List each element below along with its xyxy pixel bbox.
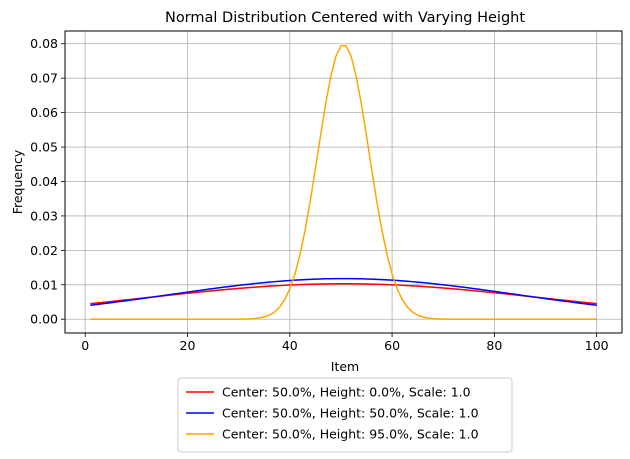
x-tick-label: 0 bbox=[81, 338, 89, 353]
x-axis-label: Item bbox=[331, 359, 359, 374]
series-lines bbox=[90, 45, 597, 320]
y-tick-label: 0.02 bbox=[30, 243, 58, 258]
x-tick-label: 80 bbox=[486, 338, 502, 353]
legend-box bbox=[177, 377, 513, 453]
series-line-2 bbox=[90, 277, 597, 306]
axis-ticks: 0 20 40 60 80 100 0.00 0.01 0.02 0.03 0.04 0.05 0.06… bbox=[30, 36, 609, 353]
y-tick-label: 0.08 bbox=[30, 36, 58, 51]
y-tick-label: 0.04 bbox=[30, 174, 58, 189]
y-tick-label: 0.07 bbox=[30, 71, 58, 86]
x-tick-label: 20 bbox=[180, 338, 196, 353]
legend-label-3: Center: 50.0%, Height: 95.0%, Scale: 1.0 bbox=[222, 427, 479, 442]
y-tick-label: 0.05 bbox=[30, 140, 58, 155]
y-tick-label: 0.00 bbox=[30, 312, 58, 327]
y-tick-label: 0.01 bbox=[30, 277, 58, 292]
x-tick-label: 60 bbox=[384, 338, 400, 353]
x-tick-label: 40 bbox=[282, 338, 298, 353]
legend: Center: 50.0%, Height: 0.0%, Scale: 1.0 C… bbox=[177, 377, 513, 453]
x-tick-label: 100 bbox=[585, 338, 609, 353]
legend-label-1: Center: 50.0%, Height: 0.0%, Scale: 1.0 bbox=[222, 385, 471, 400]
chart-title: Normal Distribution Centered with Varyin… bbox=[165, 10, 525, 26]
y-tick-label: 0.06 bbox=[30, 105, 58, 120]
legend-label-2: Center: 50.0%, Height: 50.0%, Scale: 1.0 bbox=[222, 406, 479, 421]
y-tick-label: 0.03 bbox=[30, 208, 58, 223]
y-axis-label: Frequency bbox=[10, 149, 25, 214]
grid bbox=[65, 31, 622, 333]
series-line-3 bbox=[90, 45, 597, 320]
plot-frame bbox=[64, 30, 623, 334]
